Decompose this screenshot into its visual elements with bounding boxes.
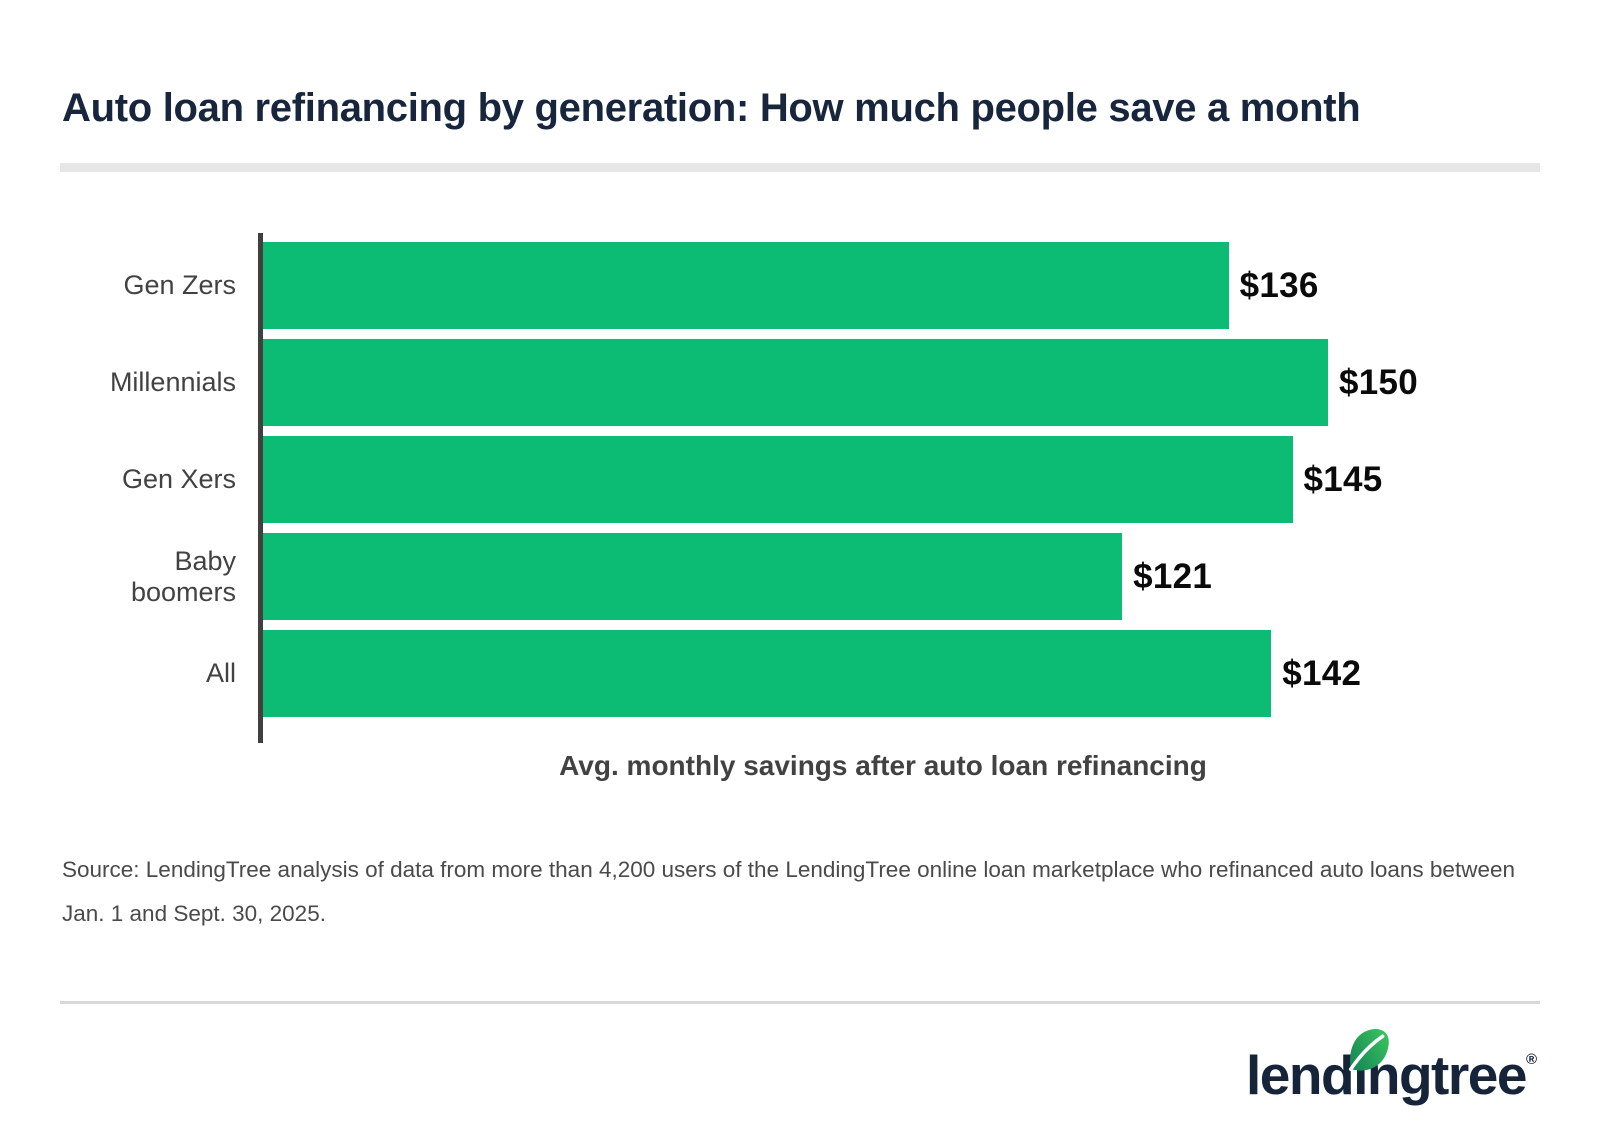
value-label: $136 xyxy=(1239,265,1319,305)
category-label: Baby boomers xyxy=(130,545,236,607)
bar-track: $121 xyxy=(263,533,1541,620)
leaf-icon xyxy=(1348,1029,1389,1072)
bar-track: $136 xyxy=(263,242,1541,329)
bar xyxy=(263,630,1272,717)
bar-chart: Gen Zers $136 Millennials $150 Gen Xers $145 B… xyxy=(62,233,1541,745)
value-label: $150 xyxy=(1339,362,1419,402)
wordmark-pre: lend xyxy=(1246,1044,1355,1106)
wordmark-post: ngtree xyxy=(1366,1044,1528,1106)
category-label: Gen Zers xyxy=(123,270,236,300)
bar xyxy=(263,533,1123,620)
source-note: Source: LendingTree analysis of data fro… xyxy=(62,857,1515,926)
value-label: $121 xyxy=(1133,556,1213,596)
title-divider xyxy=(60,163,1540,172)
lendingtree-logo: lendıngtree® xyxy=(1246,1029,1537,1118)
bar-track: $142 xyxy=(263,630,1541,717)
bar xyxy=(263,436,1293,523)
bar xyxy=(263,242,1229,329)
chart-row: Baby boomers $121 xyxy=(62,533,1541,620)
chart-row: Millennials $150 xyxy=(62,339,1541,426)
category-label: All xyxy=(205,658,236,688)
chart-row: Gen Xers $145 xyxy=(62,436,1541,523)
value-label: $145 xyxy=(1303,459,1383,499)
bar xyxy=(263,339,1328,426)
chart-title: Auto loan refinancing by generation: How… xyxy=(62,86,1361,130)
bar-track: $150 xyxy=(263,339,1541,426)
y-axis-line xyxy=(258,233,263,743)
chart-row: Gen Zers $136 xyxy=(62,242,1541,329)
value-label: $142 xyxy=(1282,653,1362,693)
x-axis-label: Avg. monthly savings after auto loan ref… xyxy=(559,750,1207,781)
category-label: Millennials xyxy=(109,367,236,397)
registered-mark: ® xyxy=(1525,1051,1537,1068)
wordmark: lendıngtree® xyxy=(1246,1048,1537,1103)
bar-track: $145 xyxy=(263,436,1541,523)
footer-divider xyxy=(60,1001,1540,1004)
category-label: Gen Xers xyxy=(121,464,236,494)
chart-row: All $142 xyxy=(62,630,1541,717)
chart-rows: Gen Zers $136 Millennials $150 Gen Xers $145 B… xyxy=(62,242,1541,717)
